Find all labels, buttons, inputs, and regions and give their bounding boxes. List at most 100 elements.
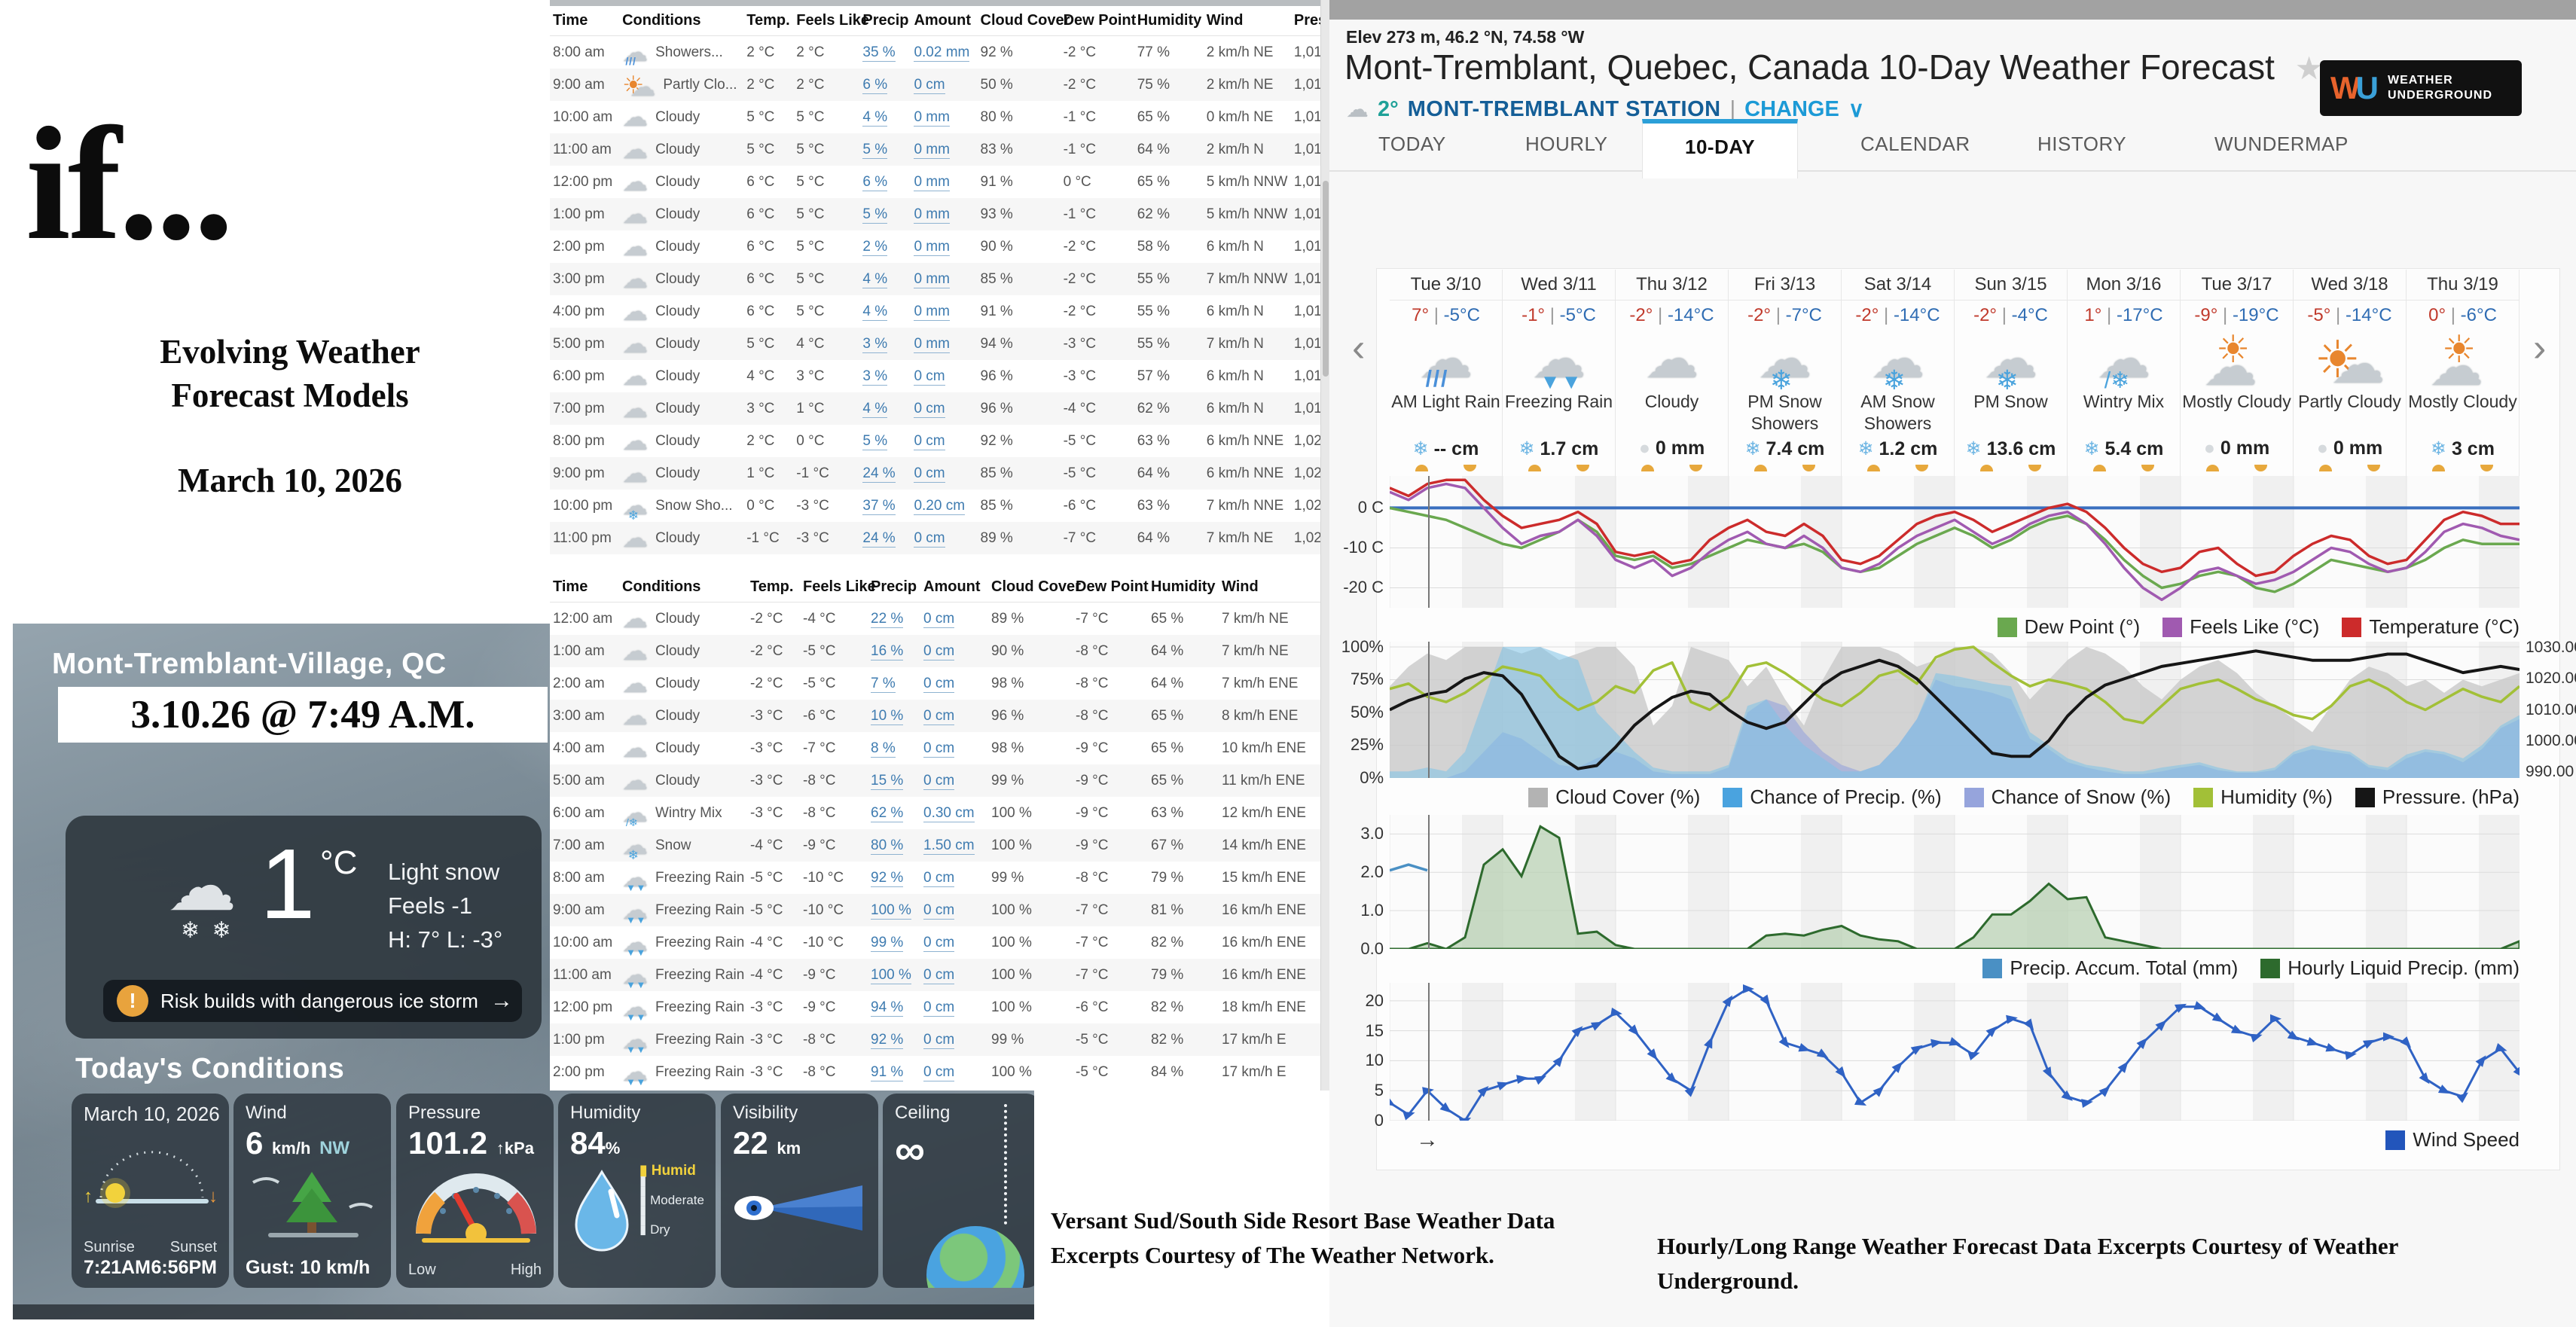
cell-value: 63 %	[1137, 432, 1170, 449]
chevron-down-icon[interactable]: ∨	[1848, 98, 1865, 122]
cell-precip-link[interactable]: 35 %	[862, 44, 896, 62]
condition-tile-wind[interactable]: Wind 6 km/h NW Gust: 10 km/h	[233, 1094, 391, 1288]
cell-precip-link[interactable]: 24 %	[862, 465, 896, 483]
cell-amount-link[interactable]: 0 mm	[914, 238, 950, 256]
cell-amount-link[interactable]: 0.20 cm	[914, 497, 966, 515]
cell-amount-link[interactable]: 0 mm	[914, 303, 950, 321]
cell-precip-link[interactable]: 2 %	[862, 238, 888, 256]
condition-tile-ceiling[interactable]: Ceiling ∞	[883, 1094, 1034, 1288]
cell-amount-link[interactable]: 0 cm	[923, 1063, 955, 1081]
star-icon[interactable]: ★	[2294, 50, 2324, 86]
cell-amount-link[interactable]: 0 cm	[923, 934, 955, 952]
cell-precip-link[interactable]: 92 %	[871, 1031, 904, 1049]
cell-amount-link[interactable]: 0 mm	[914, 173, 950, 191]
cell-amount-link[interactable]: 0 cm	[923, 772, 955, 790]
alert-icon: !	[117, 985, 148, 1017]
cell-precip-link[interactable]: 62 %	[871, 804, 904, 822]
cell-precip-link[interactable]: 80 %	[871, 837, 904, 855]
cell-amount-link[interactable]: 0 cm	[923, 740, 955, 758]
cell-precip-link[interactable]: 94 %	[871, 999, 904, 1017]
cell-amount-link[interactable]: 0 cm	[923, 642, 955, 660]
cell-amount-link[interactable]: 0 mm	[914, 108, 950, 127]
cell-precip-link[interactable]: 7 %	[871, 675, 896, 693]
cell-precip-link[interactable]: 4 %	[862, 303, 888, 321]
day-tile-9[interactable]: Wed 3/18 -5° | -14°C ☀☁ Partly Cloudy ● 0 mm	[2294, 270, 2407, 477]
cell-amount-link[interactable]: 0 mm	[914, 141, 950, 159]
station-name-link[interactable]: MONT-TREMBLANT STATION	[1407, 97, 1721, 121]
cell-conditions: ☁ Cloudy	[619, 263, 743, 295]
tab-calendar[interactable]: CALENDAR	[1860, 133, 1970, 155]
cell-precip-link[interactable]: 37 %	[862, 497, 896, 515]
tab-hourly[interactable]: HOURLY	[1525, 133, 1608, 155]
day-tile-7[interactable]: Mon 3/16 1° | -17°C ☁/❄ Wintry Mix ❄ 5.4 cm	[2068, 270, 2181, 477]
cell-precip-link[interactable]: 100 %	[871, 901, 911, 920]
cell-precip-link[interactable]: 6 %	[862, 76, 888, 94]
day-tile-3[interactable]: Thu 3/12 -2° | -14°C ☁ Cloudy ● 0 mm	[1616, 270, 1729, 477]
day-tile-5[interactable]: Sat 3/14 -2° | -14°C ☁ ❄ AM Snow Showers ❄ 1.…	[1842, 270, 1955, 477]
cell-amount-link[interactable]: 0 cm	[914, 76, 945, 94]
weather-alert-banner[interactable]: ! Risk builds with dangerous ice storm →	[103, 980, 522, 1022]
change-station-link[interactable]: CHANGE	[1744, 97, 1839, 121]
condition-tile-sun[interactable]: March 10, 2026 ↑ ↓ Sunrise 7:21AM Sunset 6…	[72, 1094, 229, 1288]
carousel-next-icon[interactable]: ›	[2533, 326, 2547, 370]
cell-precip-link[interactable]: 3 %	[862, 335, 888, 353]
cell-precip-link[interactable]: 4 %	[862, 108, 888, 127]
cell-value: -7 °C	[803, 740, 836, 756]
cell-precip-link[interactable]: 3 %	[862, 368, 888, 386]
day-tile-8[interactable]: Tue 3/17 -9° | -19°C ☀☁ Mostly Cloudy ● 0 mm	[2181, 270, 2294, 477]
cell-amount-link[interactable]: 0 cm	[923, 1031, 955, 1049]
cell-amount-link[interactable]: 0 cm	[914, 529, 945, 548]
cell-amount-link[interactable]: 1.50 cm	[923, 837, 975, 855]
cell-amount-link[interactable]: 0 cm	[923, 707, 955, 725]
cell-precip-link[interactable]: 10 %	[871, 707, 904, 725]
cell-precip-link[interactable]: 99 %	[871, 934, 904, 952]
day-tile-4[interactable]: Fri 3/13 -2° | -7°C ☁ ❄ PM Snow Showers ❄ 7.4…	[1729, 270, 1842, 477]
cell-amount-link[interactable]: 0 cm	[923, 675, 955, 693]
sunset-icon	[1915, 465, 1928, 471]
legend-swatch	[1528, 787, 1549, 807]
cell-precip-link[interactable]: 5 %	[862, 206, 888, 224]
cell-precip-link[interactable]: 100 %	[871, 966, 911, 984]
tab-history[interactable]: HISTORY	[2037, 133, 2127, 155]
tab-10-day[interactable]: 10-DAY	[1642, 119, 1799, 178]
cell-amount-link[interactable]: 0 mm	[914, 335, 950, 353]
cell-precip-link[interactable]: 16 %	[871, 642, 904, 660]
cell-amount-link[interactable]: 0 cm	[923, 901, 955, 920]
cell-precip-link[interactable]: 8 %	[871, 740, 896, 758]
cell-amount-link[interactable]: 0.02 mm	[914, 44, 970, 62]
day-tile-1[interactable]: Tue 3/10 7° | -5°C ☁///AM Light Rain ❄ -- c…	[1390, 270, 1503, 477]
cell-precip-link[interactable]: 24 %	[862, 529, 896, 548]
cell-amount-link[interactable]: 0 cm	[914, 400, 945, 418]
condition-tile-pressure[interactable]: Pressure 101.2 ↑kPa Low High	[396, 1094, 554, 1288]
carousel-prev-icon[interactable]: ‹	[1352, 326, 1366, 370]
day-tile-2[interactable]: Wed 3/11 -1° | -5°C ☁ ▼▼ Freezing Rain ❄ 1.7 …	[1503, 270, 1616, 477]
cell-amount-link[interactable]: 0 cm	[923, 966, 955, 984]
cell-precip-link[interactable]: 22 %	[871, 610, 904, 628]
cell-amount-link[interactable]: 0 cm	[914, 368, 945, 386]
day-tile-6[interactable]: Sun 3/15 -2° | -4°C ☁ ❄ PM Snow ❄ 13.6 cm	[1955, 270, 2068, 477]
cell-amount-link[interactable]: 0 mm	[914, 270, 950, 288]
day-tile-10[interactable]: Thu 3/19 0° | -6°C ☀☁ Mostly Cloudy ❄ 3 cm	[2407, 270, 2520, 477]
cell-amount-link[interactable]: 0 cm	[914, 465, 945, 483]
cell-value: 6 °C	[746, 173, 775, 190]
tab-wundermap[interactable]: WUNDERMAP	[2214, 133, 2349, 155]
condition-label: Freezing Rain	[655, 1031, 745, 1048]
cell-precip-link[interactable]: 15 %	[871, 772, 904, 790]
condition-tile-humidity[interactable]: Humidity 84% ▮ Humid ▮ ▮ ▮ Moderate ▮ ▮ ▮ Dry	[558, 1094, 716, 1288]
cell-precip-link[interactable]: 6 %	[862, 173, 888, 191]
cell-amount-link[interactable]: 0 cm	[923, 610, 955, 628]
cell-amount-link[interactable]: 0 mm	[914, 206, 950, 224]
cell-precip-link[interactable]: 92 %	[871, 869, 904, 887]
cell-amount-link[interactable]: 0.30 cm	[923, 804, 975, 822]
condition-tile-visibility[interactable]: Visibility 22 km	[721, 1094, 878, 1288]
cell-precip-link[interactable]: 4 %	[862, 270, 888, 288]
tab-today[interactable]: TODAY	[1378, 133, 1446, 155]
cell-precip-link[interactable]: 4 %	[862, 400, 888, 418]
table-scrollbar[interactable]	[1320, 0, 1330, 1091]
cell-amount-link[interactable]: 0 cm	[923, 999, 955, 1017]
cell-precip-link[interactable]: 91 %	[871, 1063, 904, 1081]
cell-amount-link[interactable]: 0 cm	[923, 869, 955, 887]
cell-precip-link[interactable]: 5 %	[862, 141, 888, 159]
cell-precip-link[interactable]: 5 %	[862, 432, 888, 450]
cell-amount-link[interactable]: 0 cm	[914, 432, 945, 450]
